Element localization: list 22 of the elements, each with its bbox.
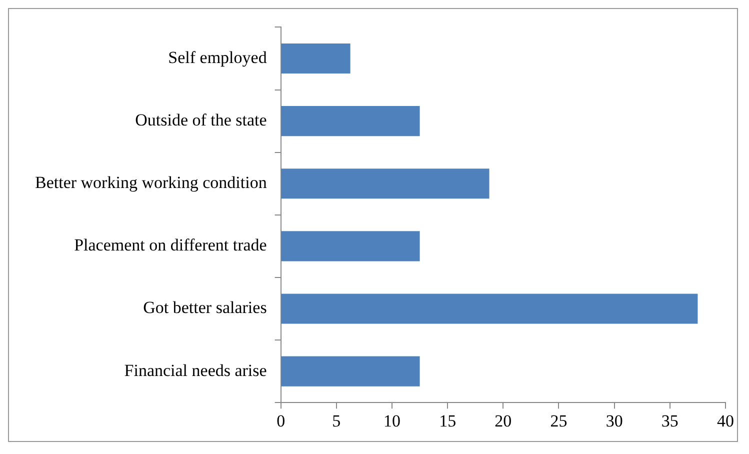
- x-tick-label: 15: [439, 411, 456, 430]
- bar: [281, 356, 420, 386]
- chart-frame: 0 5 10 15 20 25 30 35 40 Self employed Outside of the state Better working working condition Placement on different trade Got better salaries Financial needs arise: [8, 8, 738, 442]
- x-tick-label: 25: [550, 411, 568, 430]
- bar: [281, 231, 420, 262]
- x-tick-label: 5: [332, 411, 341, 430]
- y-tick-label: Self employed: [168, 48, 268, 67]
- y-tick-label: Outside of the state: [135, 110, 267, 130]
- x-tick-label: 0: [276, 411, 286, 430]
- bar: [281, 106, 420, 136]
- x-tick-label: 10: [383, 411, 400, 430]
- y-tick-label: Got better salaries: [143, 298, 267, 318]
- y-tick-label: Placement on different trade: [74, 236, 267, 255]
- bar: [281, 294, 698, 324]
- y-tick-label: Financial needs arise: [124, 360, 267, 380]
- bar: [281, 168, 490, 199]
- y-tick-label: Better working working condition: [34, 173, 268, 192]
- x-tick-label: 40: [717, 411, 734, 430]
- x-tick-label: 30: [606, 411, 623, 430]
- x-tick-label: 35: [661, 411, 678, 430]
- x-tick-label: 20: [494, 411, 512, 430]
- bar: [281, 43, 350, 74]
